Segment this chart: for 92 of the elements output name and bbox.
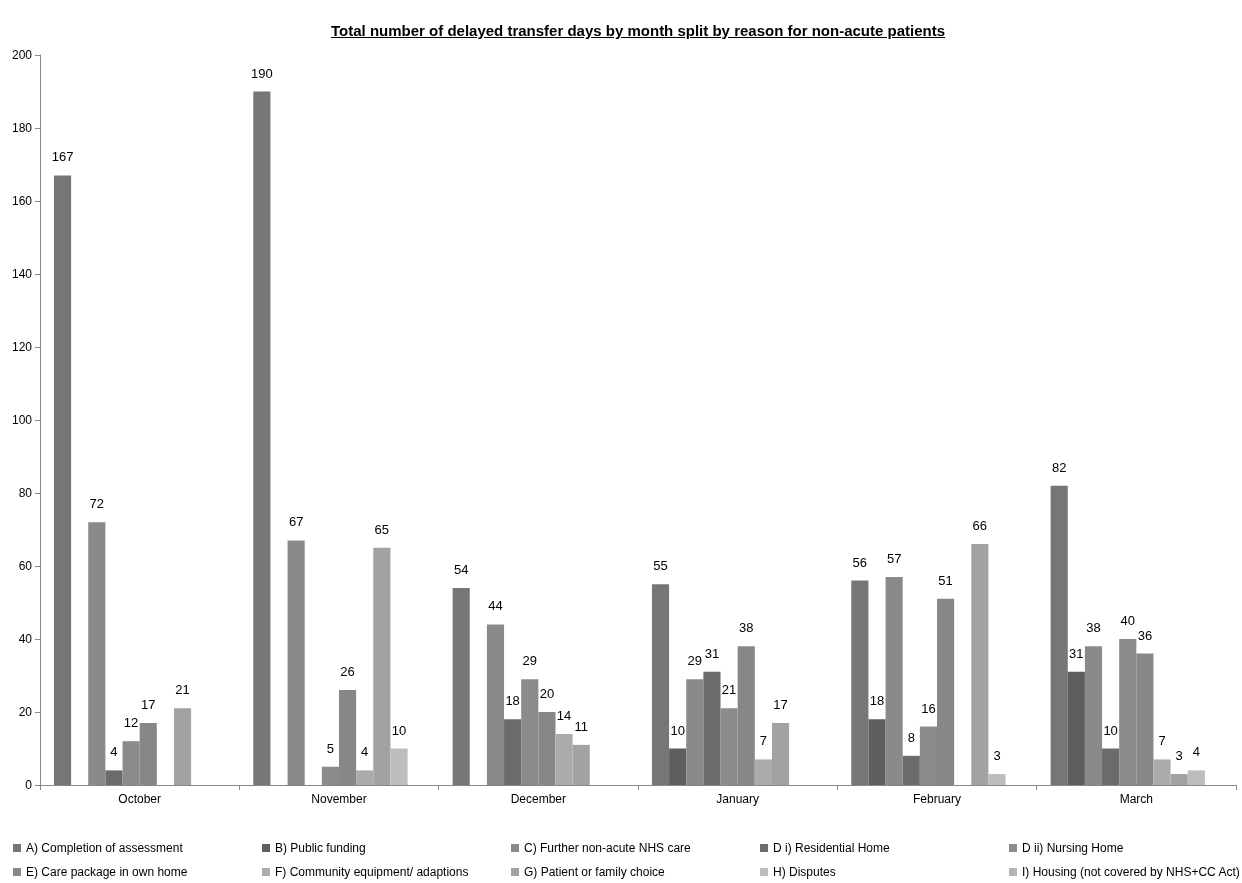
data-label: 56 <box>852 554 868 570</box>
data-label: 38 <box>739 620 754 636</box>
data-label: 10 <box>1103 722 1118 738</box>
data-label: 10 <box>670 722 685 738</box>
x-tick-label: March <box>1119 792 1154 806</box>
data-label: 16 <box>921 700 936 716</box>
data-label: 4 <box>1192 744 1200 760</box>
data-label: 67 <box>288 514 304 530</box>
bar <box>173 708 192 785</box>
bar <box>1187 770 1205 785</box>
data-label: 21 <box>175 682 190 698</box>
bar <box>1050 485 1068 785</box>
data-label: 3 <box>993 748 1001 764</box>
legend-label: F) Community equipment/ adaptions <box>275 865 469 879</box>
data-label: 29 <box>687 653 703 669</box>
bar <box>452 587 470 785</box>
y-tick-label: 160 <box>11 194 33 208</box>
legend-label: H) Disputes <box>773 865 836 879</box>
data-label: 44 <box>488 598 503 614</box>
bar <box>504 719 522 785</box>
bar <box>1067 671 1085 785</box>
data-label: 3 <box>1175 748 1183 764</box>
data-label: 55 <box>653 558 668 574</box>
y-tick-label: 120 <box>11 340 33 354</box>
legend-label: I) Housing (not covered by NHS+CC Act) <box>1022 865 1240 879</box>
data-label: 65 <box>374 521 390 537</box>
data-label: 51 <box>938 572 953 588</box>
data-label: 17 <box>141 696 156 712</box>
data-label: 31 <box>704 645 720 661</box>
y-tick-label: 0 <box>25 778 33 792</box>
data-label: 5 <box>326 740 335 756</box>
bar <box>253 91 271 785</box>
data-label: 7 <box>759 733 767 749</box>
data-label: 31 <box>1069 645 1084 661</box>
bar <box>1102 748 1120 785</box>
legend-label: G) Patient or family choice <box>524 865 666 879</box>
data-label: 14 <box>556 707 572 723</box>
data-label: 66 <box>972 518 988 534</box>
bar <box>669 748 687 785</box>
data-label: 40 <box>1120 613 1135 628</box>
data-label: 36 <box>1137 627 1153 643</box>
data-label: 29 <box>522 653 537 669</box>
chart-title: Total number of delayed transfer days by month split by reason for non-acute patients <box>330 22 946 39</box>
data-label: 18 <box>505 693 520 709</box>
y-tick-label: 200 <box>11 48 33 62</box>
legend-label: B) Public funding <box>275 841 366 855</box>
data-label: 167 <box>51 149 74 165</box>
bar <box>390 748 408 785</box>
y-tick-label: 20 <box>18 705 33 719</box>
y-tick-label: 180 <box>11 121 33 135</box>
y-tick-label: 140 <box>11 267 33 281</box>
data-label: 54 <box>453 561 469 577</box>
x-tick-label: February <box>912 792 962 806</box>
data-label: 8 <box>907 729 915 745</box>
x-tick-label: January <box>716 792 760 806</box>
data-label: 12 <box>123 715 139 731</box>
data-label: 18 <box>869 693 885 709</box>
data-label: 11 <box>574 718 588 734</box>
bar <box>971 544 989 785</box>
x-tick-label: December <box>510 792 567 806</box>
bar <box>851 580 869 785</box>
data-label: 72 <box>89 496 105 512</box>
y-tick-label: 60 <box>18 559 33 573</box>
data-label: 20 <box>539 686 555 701</box>
data-label: 26 <box>340 664 355 680</box>
x-tick-label: November <box>311 792 367 806</box>
bar <box>868 719 886 785</box>
bar <box>902 755 920 785</box>
bar <box>105 770 123 785</box>
bar <box>651 584 670 785</box>
data-label: 190 <box>251 65 273 81</box>
legend-label: E) Care package in own home <box>26 865 188 879</box>
legend-label: D ii) Nursing Home <box>1022 841 1124 855</box>
data-label: 38 <box>1086 620 1101 636</box>
data-label: 21 <box>721 682 737 698</box>
bar <box>53 175 72 785</box>
y-tick-label: 40 <box>18 632 33 646</box>
x-tick-label: October <box>118 792 162 806</box>
data-label: 10 <box>391 722 407 738</box>
data-label: 17 <box>773 696 788 712</box>
legend-label: A) Completion of assessment <box>26 841 184 855</box>
bar <box>988 774 1006 785</box>
bar <box>703 671 721 785</box>
y-tick-label: 80 <box>18 486 33 500</box>
data-label: 4 <box>110 744 118 760</box>
y-tick-label: 100 <box>11 413 33 427</box>
data-label: 7 <box>1158 733 1166 749</box>
data-label: 57 <box>886 550 902 566</box>
data-label: 4 <box>361 744 369 760</box>
data-label: 82 <box>1051 459 1067 475</box>
legend-label: C) Further non-acute NHS care <box>524 841 692 855</box>
legend-label: D i) Residential Home <box>773 841 891 855</box>
